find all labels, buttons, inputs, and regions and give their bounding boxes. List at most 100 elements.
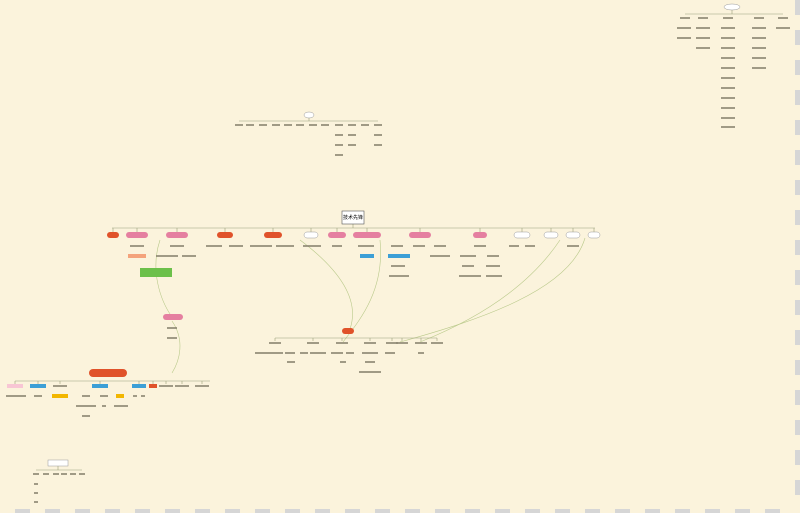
topic-node[interactable] <box>126 232 148 238</box>
edge-strip <box>345 509 360 513</box>
label-placeholder <box>82 415 90 417</box>
label-placeholder <box>33 473 39 475</box>
label-placeholder <box>359 371 381 373</box>
tag-node[interactable] <box>388 254 410 258</box>
edge-strip <box>795 240 800 255</box>
label-placeholder <box>721 37 735 39</box>
edge-strip <box>255 509 270 513</box>
topic-node[interactable] <box>587 231 601 239</box>
tag-node[interactable] <box>116 394 124 398</box>
edge-strip <box>795 330 800 345</box>
tag-node[interactable] <box>92 384 108 388</box>
edge-strip <box>105 509 120 513</box>
label-placeholder <box>752 37 766 39</box>
label-placeholder <box>61 473 67 475</box>
label-placeholder <box>721 77 735 79</box>
label-placeholder <box>335 134 343 136</box>
topic-node[interactable] <box>353 232 381 238</box>
label-placeholder <box>696 27 710 29</box>
topic-node[interactable] <box>303 111 315 119</box>
edge-strip <box>285 509 300 513</box>
topic-node[interactable] <box>409 232 431 238</box>
edge-strip <box>795 450 800 465</box>
tag-node[interactable] <box>149 384 157 388</box>
topic-node[interactable] <box>163 314 183 320</box>
label-placeholder <box>677 27 691 29</box>
label-placeholder <box>307 342 319 344</box>
label-placeholder <box>34 483 38 485</box>
topic-node[interactable] <box>342 328 354 334</box>
topic-node[interactable] <box>543 231 559 239</box>
topic-node[interactable] <box>303 231 319 239</box>
topic-node[interactable] <box>723 3 741 11</box>
label-placeholder <box>374 124 382 126</box>
label-placeholder <box>82 395 90 397</box>
topic-node[interactable] <box>89 369 127 377</box>
label-placeholder <box>778 17 788 19</box>
label-placeholder <box>509 245 519 247</box>
edge-strip <box>795 480 800 495</box>
label-placeholder <box>182 255 196 257</box>
label-placeholder <box>385 352 395 354</box>
edge-strip <box>675 509 690 513</box>
tag-node[interactable] <box>52 394 68 398</box>
topic-node[interactable] <box>473 232 487 238</box>
tag-node[interactable] <box>30 384 46 388</box>
label-placeholder <box>255 352 269 354</box>
label-placeholder <box>721 57 735 59</box>
edge-strip <box>45 509 60 513</box>
label-placeholder <box>346 352 354 354</box>
label-placeholder <box>348 124 356 126</box>
label-placeholder <box>285 352 295 354</box>
links <box>14 10 783 471</box>
tag-node[interactable] <box>140 268 172 277</box>
topic-node[interactable] <box>565 231 581 239</box>
topic-node[interactable] <box>107 232 119 238</box>
label-placeholder <box>754 17 764 19</box>
tag-node[interactable] <box>128 254 146 258</box>
label-placeholder <box>332 245 342 247</box>
topic-node[interactable] <box>217 232 233 238</box>
label-placeholder <box>53 473 59 475</box>
edge-strip <box>795 90 800 105</box>
tag-node[interactable] <box>7 384 23 388</box>
label-placeholder <box>752 47 766 49</box>
label-placeholder <box>486 275 502 277</box>
label-placeholder <box>418 352 424 354</box>
label-placeholder <box>100 395 108 397</box>
label-placeholder <box>486 265 500 267</box>
label-placeholder <box>269 352 283 354</box>
center-node[interactable] <box>341 210 365 225</box>
topic-node[interactable] <box>264 232 282 238</box>
label-placeholder <box>431 342 443 344</box>
topic-node[interactable] <box>328 232 346 238</box>
label-placeholder <box>276 245 294 247</box>
label-placeholder <box>235 124 243 126</box>
edge-strip <box>435 509 450 513</box>
label-placeholder <box>310 352 326 354</box>
label-placeholder <box>6 395 26 397</box>
label-placeholder <box>567 245 579 247</box>
topic-node[interactable] <box>513 231 531 239</box>
topic-node[interactable] <box>166 232 188 238</box>
label-placeholder <box>335 154 343 156</box>
edge-strip <box>525 509 540 513</box>
label-placeholder <box>721 126 735 128</box>
label-placeholder <box>133 395 137 397</box>
center-topic: 技术先锋 <box>343 214 363 221</box>
label-placeholder <box>167 337 177 339</box>
label-placeholder <box>159 385 173 387</box>
label-placeholder <box>721 117 735 119</box>
edge-strip <box>555 509 570 513</box>
label-placeholder <box>269 342 281 344</box>
edge-strip <box>795 180 800 195</box>
tag-node[interactable] <box>360 254 374 258</box>
label-placeholder <box>114 405 128 407</box>
edge-strip <box>765 509 780 513</box>
topic-node[interactable] <box>47 459 69 467</box>
link <box>399 237 586 343</box>
label-placeholder <box>752 67 766 69</box>
label-placeholder <box>752 57 766 59</box>
tag-node[interactable] <box>132 384 146 388</box>
